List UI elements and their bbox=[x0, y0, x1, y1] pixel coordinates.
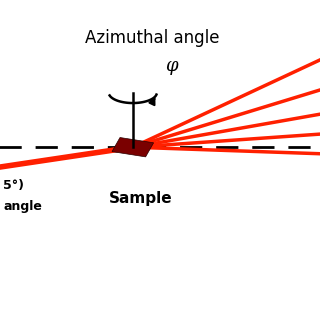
Text: 5°): 5°) bbox=[3, 179, 24, 192]
Polygon shape bbox=[112, 138, 154, 157]
Text: Azimuthal angle: Azimuthal angle bbox=[85, 29, 219, 47]
Text: Sample: Sample bbox=[109, 191, 172, 206]
Text: φ: φ bbox=[165, 57, 177, 75]
Text: angle: angle bbox=[3, 200, 42, 213]
